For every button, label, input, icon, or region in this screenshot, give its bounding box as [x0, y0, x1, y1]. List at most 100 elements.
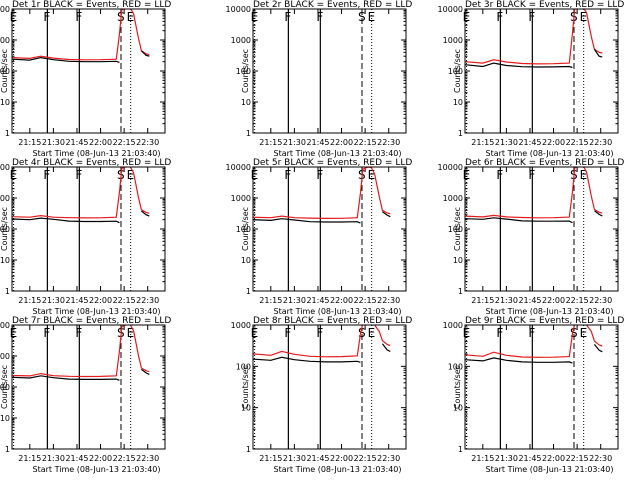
y-tick-label: 100: [236, 225, 251, 234]
y-axis-label: Counts/sec: [453, 365, 462, 409]
marker-label: F: [43, 10, 50, 24]
marker-label: S: [570, 326, 578, 340]
series-line: [253, 167, 391, 220]
panel-title: Det 9r BLACK = Events, RED = LLD: [465, 316, 624, 326]
marker-label: E: [251, 326, 259, 340]
y-tick-label: 10000: [0, 321, 10, 330]
detector-panel: Det 3r BLACK = Events, RED = LLD Counts/s…: [438, 0, 625, 158]
y-tick-label: 1: [5, 445, 10, 454]
marker-label: E: [368, 168, 376, 182]
y-axis-label: Counts/sec: [0, 207, 9, 251]
y-tick-label: 100: [0, 67, 10, 76]
x-tick-label: 21:30: [283, 138, 306, 147]
plot-frame: [252, 166, 407, 292]
series-line: [12, 167, 150, 219]
marker-label: F: [43, 326, 50, 340]
series-line: [12, 50, 150, 63]
y-tick-label: 100: [448, 362, 463, 371]
x-tick-label: 22:30: [136, 296, 159, 305]
y-tick-label: 10000: [226, 163, 251, 172]
y-tick-label: 10000: [226, 5, 251, 14]
x-tick-label: 21:15: [471, 454, 494, 463]
marker-label: F: [75, 326, 82, 340]
detector-panel: Det 5r BLACK = Events, RED = LLD Counts/s…: [226, 158, 413, 316]
x-tick-label: 21:45: [65, 296, 88, 305]
y-tick-label: 10000: [438, 5, 463, 14]
x-tick-label: 22:15: [354, 138, 377, 147]
x-tick-label: 22:30: [136, 138, 159, 147]
marker-label: E: [463, 326, 471, 340]
marker-label: E: [127, 326, 135, 340]
plot-frame: [252, 8, 407, 134]
y-tick-label: 100: [448, 67, 463, 76]
marker-label: F: [496, 326, 503, 340]
marker-label: E: [251, 168, 259, 182]
panel-title: Det 5r BLACK = Events, RED = LLD: [253, 158, 412, 168]
panel-title: Det 2r BLACK = Events, RED = LLD: [253, 0, 412, 10]
marker-label: F: [284, 326, 291, 340]
series-line: [465, 48, 603, 69]
marker-label: F: [528, 168, 535, 182]
marker-label: E: [10, 168, 18, 182]
y-tick-label: 1: [246, 287, 251, 296]
x-tick-label: 22:15: [566, 296, 589, 305]
y-tick-label: 1: [246, 445, 251, 454]
y-tick-label: 10000: [0, 163, 10, 172]
detector-panel: Det 1r BLACK = Events, RED = LLD Counts/s…: [0, 0, 171, 158]
marker-label: E: [368, 10, 376, 24]
marker-label: F: [316, 326, 323, 340]
x-tick-label: 22:30: [136, 454, 159, 463]
marker-label: E: [127, 168, 135, 182]
x-tick-label: 21:30: [283, 296, 306, 305]
panel-title: Det 4r BLACK = Events, RED = LLD: [12, 158, 171, 168]
x-tick-label: 21:45: [518, 138, 541, 147]
x-tick-label: 22:15: [113, 296, 136, 305]
marker-label: E: [463, 10, 471, 24]
y-tick-label: 10: [0, 414, 10, 423]
panel-title: Det 7r BLACK = Events, RED = LLD: [12, 316, 171, 326]
series-line: [12, 368, 150, 381]
y-tick-label: 100: [0, 225, 10, 234]
series-line: [253, 343, 391, 363]
series-line: [465, 325, 603, 358]
x-tick-label: 21:15: [259, 138, 282, 147]
detector-panel: Det 7r BLACK = Events, RED = LLD Counts/s…: [0, 316, 171, 474]
x-tick-label: 21:30: [283, 454, 306, 463]
x-tick-label: 22:15: [566, 454, 589, 463]
y-tick-label: 10: [453, 256, 463, 265]
plot-frame: [11, 8, 166, 134]
marker-label: F: [284, 168, 291, 182]
y-tick-label: 1000: [231, 321, 251, 330]
marker-label: F: [75, 10, 82, 24]
panel-title: Det 3r BLACK = Events, RED = LLD: [465, 0, 624, 10]
x-tick-label: 22:15: [113, 138, 136, 147]
x-tick-label: 21:30: [42, 454, 65, 463]
plot-frame: [252, 324, 407, 450]
x-tick-label: 21:15: [471, 296, 494, 305]
y-tick-label: 10: [241, 404, 251, 413]
plot-frame: [464, 324, 619, 450]
x-axis-label: Start Time (08-Jun-13 21:03:40): [33, 307, 161, 316]
panel-title: Det 1r BLACK = Events, RED = LLD: [12, 0, 171, 10]
x-axis-label: Start Time (08-Jun-13 21:03:40): [274, 307, 402, 316]
panel-title: Det 6r BLACK = Events, RED = LLD: [465, 158, 624, 168]
y-tick-label: 1000: [443, 194, 463, 203]
plot-frame: [11, 324, 166, 450]
marker-label: F: [528, 10, 535, 24]
x-tick-label: 22:30: [589, 296, 612, 305]
y-tick-label: 10: [0, 98, 10, 107]
x-tick-label: 22:15: [113, 454, 136, 463]
x-tick-label: 21:15: [471, 138, 494, 147]
marker-label: E: [580, 10, 588, 24]
marker-label: F: [496, 10, 503, 24]
y-tick-label: 1000: [0, 194, 10, 203]
x-tick-label: 22:00: [542, 296, 565, 305]
x-tick-label: 21:45: [518, 454, 541, 463]
x-tick-label: 22:30: [589, 138, 612, 147]
series-line: [465, 9, 603, 65]
x-tick-label: 22:30: [377, 454, 400, 463]
marker-label: S: [358, 10, 366, 24]
y-tick-label: 1000: [0, 352, 10, 361]
series-line: [253, 325, 391, 358]
